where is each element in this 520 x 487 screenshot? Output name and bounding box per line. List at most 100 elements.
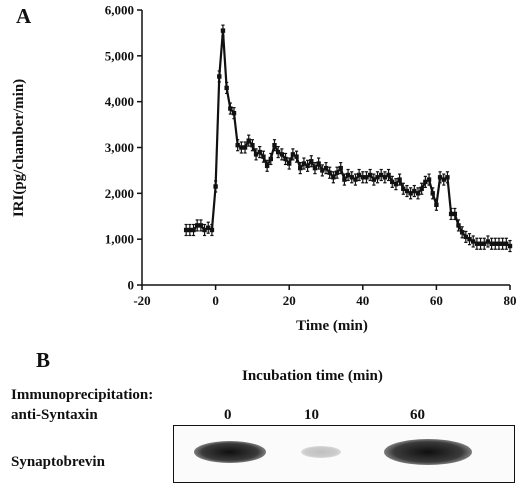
data-point [257, 149, 262, 155]
data-point [290, 152, 296, 157]
data-point [419, 186, 424, 191]
data-point [401, 186, 406, 191]
x-tick-label: 40 [356, 293, 369, 308]
series-line [186, 29, 511, 247]
data-point [228, 106, 233, 111]
x-tick-label: 60 [430, 293, 443, 308]
data-point [312, 165, 318, 171]
data-point [279, 152, 285, 157]
data-point [367, 172, 373, 178]
data-point [309, 159, 314, 164]
panel-b-letter: B [36, 348, 51, 372]
data-point [287, 161, 292, 166]
immunoprecipitation-label: Immunoprecipitation: [11, 387, 154, 403]
data-point [198, 223, 204, 228]
data-point [415, 191, 421, 196]
time-point-0: 0 [224, 407, 232, 423]
data-point [382, 175, 388, 180]
data-point [426, 177, 432, 182]
data-point [456, 223, 461, 228]
data-point [397, 177, 402, 182]
blot-band-60 [384, 439, 472, 465]
data-point [360, 175, 365, 180]
data-point [294, 154, 299, 159]
data-point [356, 172, 362, 178]
data-point [272, 143, 277, 148]
data-point [338, 165, 343, 171]
data-point [423, 179, 428, 185]
data-point [386, 172, 391, 178]
data-point [191, 227, 196, 233]
data-point [393, 181, 399, 187]
data-point [209, 227, 215, 233]
data-point [463, 234, 469, 240]
data-point [434, 202, 439, 207]
data-point [213, 184, 218, 189]
data-point [246, 138, 251, 143]
data-point [430, 191, 435, 196]
x-tick-label: -20 [133, 293, 150, 308]
data-point [195, 223, 200, 228]
x-tick-label: 20 [283, 293, 296, 308]
axes [141, 10, 510, 286]
data-point [224, 85, 229, 91]
data-point [298, 165, 303, 171]
data-point [349, 175, 354, 180]
data-point [404, 188, 410, 194]
data-point [220, 28, 226, 33]
data-point [474, 241, 480, 246]
data-point [390, 179, 395, 185]
y-tick-label: 5,000 [105, 48, 134, 63]
data-point [441, 177, 446, 182]
data-point [375, 175, 380, 180]
x-axis-title: Time (min) [296, 318, 368, 334]
data-point [467, 236, 472, 242]
data-point [268, 156, 273, 162]
data-point [202, 227, 207, 233]
data-point [342, 177, 347, 182]
data-point [334, 170, 340, 175]
data-point [345, 172, 351, 178]
data-point [253, 152, 259, 157]
data-point [459, 230, 465, 235]
data-point [493, 241, 498, 246]
data-point [482, 241, 487, 246]
x-tick-label: 80 [504, 293, 517, 308]
data-point [353, 177, 358, 182]
data-point [305, 163, 310, 169]
data-point [283, 156, 288, 162]
data-point [408, 191, 413, 196]
data-point [412, 188, 417, 194]
data-point [331, 175, 336, 180]
data-point [500, 241, 505, 246]
data-point [448, 211, 454, 217]
data-point [316, 161, 321, 166]
data-point [507, 243, 513, 249]
blot-band-0 [194, 441, 266, 463]
x-tick-label: 0 [212, 293, 219, 308]
panel-a-letter: A [16, 4, 32, 28]
data-point [485, 239, 491, 244]
y-axis-title: IRI(pg/chamber/min) [11, 79, 27, 217]
data-point [327, 170, 332, 175]
data-point [187, 227, 193, 233]
anti-syntaxin-label: anti-Syntaxin [11, 407, 98, 423]
data-point [275, 149, 281, 155]
y-tick-label: 3,000 [105, 140, 134, 155]
western-blot [173, 425, 515, 483]
blot-band-10 [301, 446, 341, 458]
data-point [478, 241, 483, 246]
data-markers [183, 28, 513, 249]
data-point [379, 172, 384, 178]
y-tick-label: 0 [128, 278, 135, 293]
data-point [235, 143, 240, 148]
data-point [452, 211, 457, 217]
data-point [242, 145, 248, 150]
series-line [186, 29, 511, 247]
data-point [206, 225, 211, 230]
y-tick-label: 4,000 [105, 94, 134, 109]
data-point [217, 74, 222, 79]
synaptobrevin-label: Synaptobrevin [11, 454, 105, 470]
data-point [320, 168, 325, 173]
